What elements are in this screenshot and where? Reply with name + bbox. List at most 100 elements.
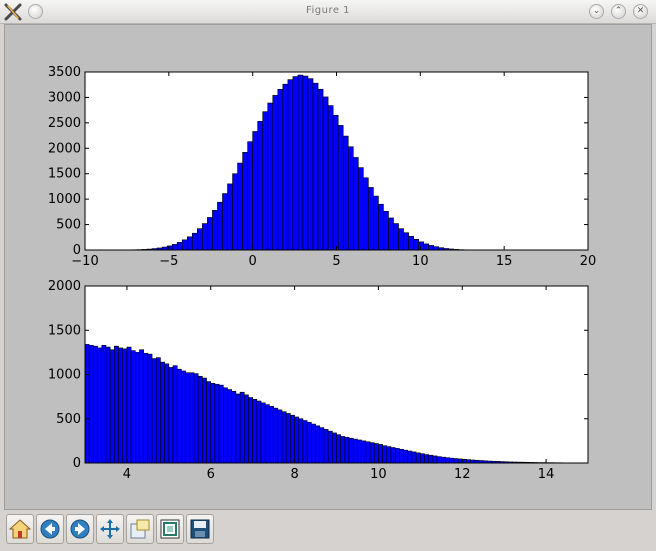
save-figure-icon (190, 519, 210, 539)
x-tick-label: 0 (249, 254, 257, 269)
histogram-bar (176, 242, 183, 251)
histogram-bar (166, 245, 173, 251)
histogram-bar (237, 162, 243, 251)
histogram-bar (415, 452, 421, 464)
configure-subplots-icon (160, 519, 180, 539)
x-tick-label: 14 (538, 467, 555, 482)
y-tick-label: 3000 (48, 90, 81, 105)
histogram-bar (256, 400, 262, 464)
histogram-bottom: 4 6 8 10 12 14 0 500 1000 1500 2000 (48, 279, 589, 482)
histogram-bar (222, 193, 228, 251)
histogram-bar (186, 236, 193, 251)
window-menu-button[interactable] (28, 4, 43, 19)
maximize-icon[interactable]: ⌃ (611, 4, 626, 19)
y-tick-label: 0 (73, 243, 81, 258)
histogram-bar (118, 347, 124, 464)
histogram-bar (217, 201, 223, 251)
histogram-bar (369, 442, 375, 464)
histogram-bar (373, 443, 379, 464)
histogram-bar (207, 217, 213, 251)
histogram-bar (297, 74, 304, 251)
histogram-bar (285, 413, 291, 464)
x-tick-label: 10 (370, 467, 387, 482)
histogram-bar (336, 434, 341, 464)
histogram-bar (197, 228, 203, 251)
y-tick-label: 2000 (48, 279, 81, 294)
histogram-bar (436, 456, 442, 464)
x-tick-label: 15 (496, 254, 513, 269)
histogram-bar (202, 377, 207, 464)
histogram-bar (312, 82, 319, 251)
app-icon (4, 3, 22, 21)
histogram-bar (292, 76, 299, 251)
histogram-bar (218, 384, 224, 464)
histogram-bar (135, 352, 140, 464)
histogram-bar (408, 235, 414, 251)
histogram-top: −10 −5 0 5 10 15 20 0 500 1000 1500 2000 2500 3000 350… (48, 65, 596, 269)
histogram-bar (210, 383, 216, 464)
histogram-bar (277, 88, 284, 251)
x-tick-label: 4 (123, 467, 131, 482)
histogram-bar (453, 458, 459, 464)
histogram-bar (352, 157, 359, 251)
navigation-toolbar (4, 512, 652, 548)
histogram-bar (247, 141, 253, 251)
histogram-bar (449, 457, 455, 464)
histogram-bar (307, 78, 314, 251)
configure-subplots-button[interactable] (156, 514, 184, 544)
pan-move-icon (100, 519, 120, 539)
histogram-bar (428, 245, 435, 251)
back-button[interactable] (36, 514, 64, 544)
histogram-bar (317, 88, 324, 251)
histogram-bar (277, 409, 283, 464)
histogram-bar (306, 421, 312, 464)
histogram-bar (122, 348, 128, 464)
histogram-bar (257, 121, 264, 251)
histogram-bar (352, 438, 358, 464)
histogram-bar (403, 232, 409, 251)
zoom-rect-icon (130, 519, 150, 539)
histogram-bar (423, 243, 430, 251)
histogram-bar (361, 440, 367, 464)
histogram-bar (287, 79, 294, 251)
y-tick-label: 500 (56, 218, 81, 233)
forward-arrow-icon (70, 519, 90, 539)
histogram-bar (365, 441, 371, 464)
histogram-bar (192, 232, 198, 251)
histogram-bar (109, 349, 115, 464)
histogram-bar (242, 152, 248, 251)
y-tick-label: 3500 (48, 65, 81, 80)
figure-plot-area: −10 −5 0 5 10 15 20 0 500 1000 1500 2000 2500 3000 350… (48, 65, 596, 482)
histogram-bar (432, 455, 438, 464)
back-arrow-icon (40, 519, 60, 539)
histogram-bar (332, 432, 337, 464)
save-button[interactable] (186, 514, 214, 544)
window-titlebar: Figure 1 ⌄ ⌃ ✕ (0, 0, 656, 24)
histogram-bar (337, 125, 344, 251)
pan-button[interactable] (96, 514, 124, 544)
histogram-bar (232, 173, 238, 251)
histogram-bar (189, 372, 195, 464)
home-button[interactable] (6, 514, 34, 544)
histogram-bar (214, 383, 220, 464)
zoom-button[interactable] (126, 514, 154, 544)
histogram-bar (264, 404, 270, 464)
histogram-bar (84, 344, 90, 464)
histogram-bar (252, 398, 258, 464)
histogram-bar (282, 83, 289, 251)
minimize-icon[interactable]: ⌄ (589, 4, 604, 19)
histogram-bar (298, 418, 304, 464)
histogram-bar (206, 381, 212, 464)
histogram-bar (176, 368, 182, 464)
histogram-bar (368, 187, 374, 251)
histogram-bar (147, 353, 153, 464)
histogram-bar (227, 183, 233, 251)
histogram-bar (418, 241, 424, 251)
histogram-bar (413, 239, 419, 251)
histogram-bar (378, 444, 383, 464)
histogram-bar (411, 451, 417, 464)
forward-button[interactable] (66, 514, 94, 544)
histogram-bar (155, 357, 161, 464)
close-icon[interactable]: ✕ (633, 4, 648, 19)
histogram-bar (294, 416, 300, 464)
